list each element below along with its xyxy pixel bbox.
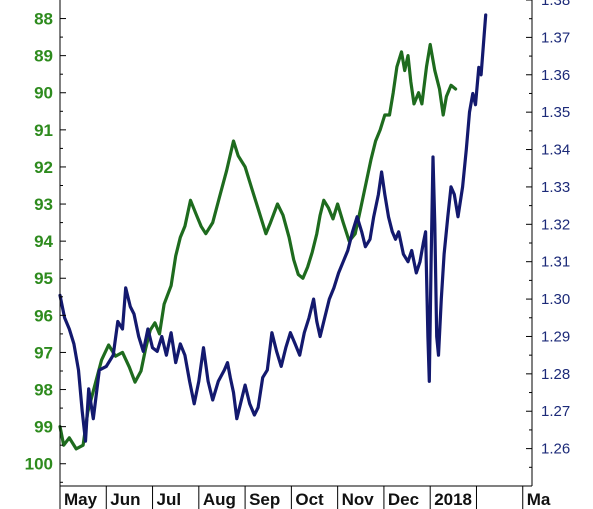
series-layer	[58, 13, 488, 451]
x-tick-label: Dec	[388, 490, 419, 509]
right-tick-label: 1.38	[541, 0, 570, 9]
series-line-left-axis	[58, 42, 458, 451]
right-tick-label: 1.36	[541, 67, 570, 84]
x-tick-label: Jun	[110, 490, 140, 509]
left-tick-label: 89	[34, 47, 53, 66]
right-tick-label: 1.35	[541, 104, 570, 121]
left-tick-label: 91	[34, 121, 53, 140]
right-tick-label: 1.33	[541, 179, 570, 196]
x-axis: May Jun Jul Aug Sep Oct Nov Dec 2018 Ma	[59, 486, 551, 509]
series-line-right-axis	[58, 13, 488, 443]
x-tick-label: Aug	[203, 490, 236, 509]
left-axis: 88 89 90 91 92 93 94 95 96 97 98 99 100	[25, 10, 66, 483]
x-tick-label: Nov	[342, 490, 375, 509]
right-tick-label: 1.31	[541, 254, 570, 271]
left-tick-label: 97	[34, 343, 53, 362]
left-tick-label: 94	[34, 232, 53, 251]
x-tick-label: May	[64, 490, 98, 509]
left-tick-label: 90	[34, 84, 53, 103]
right-axis: 1.26 1.27 1.28 1.29 1.30 1.31 1.32 1.33 1.34 1.35…	[526, 0, 570, 468]
right-tick-label: 1.30	[541, 291, 570, 308]
left-tick-label: 93	[34, 195, 53, 214]
left-tick-label: 100	[25, 455, 53, 474]
x-tick-label: Ma	[527, 490, 551, 509]
right-tick-label: 1.34	[541, 142, 570, 159]
right-tick-label: 1.28	[541, 366, 570, 383]
right-tick-label: 1.27	[541, 403, 570, 420]
right-tick-label: 1.29	[541, 328, 570, 345]
left-tick-label: 98	[34, 381, 53, 400]
left-tick-label: 95	[34, 269, 53, 288]
right-tick-label: 1.32	[541, 216, 570, 233]
left-tick-label: 92	[34, 158, 53, 177]
x-tick-label: Sep	[249, 490, 280, 509]
left-tick-label: 99	[34, 418, 53, 437]
right-tick-label: 1.26	[541, 441, 570, 458]
x-tick-label: Jul	[157, 490, 182, 509]
right-tick-label: 1.37	[541, 29, 570, 46]
x-tick-label: Oct	[295, 490, 324, 509]
left-tick-label: 96	[34, 306, 53, 325]
left-tick-label: 88	[34, 10, 53, 29]
x-tick-label: 2018	[434, 490, 472, 509]
